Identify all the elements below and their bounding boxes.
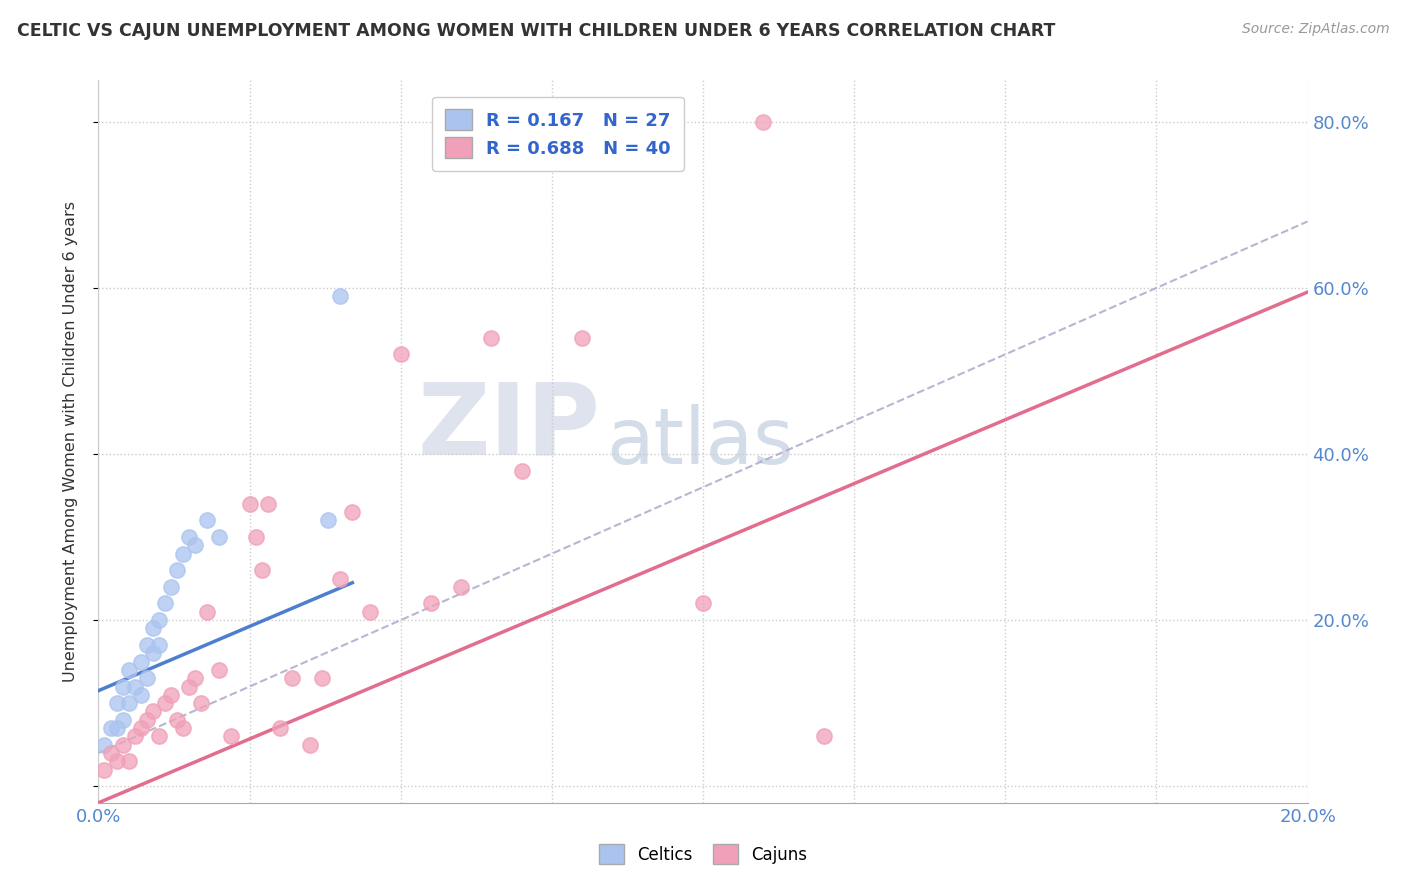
Point: [481, 331, 503, 345]
Point: [105, 721, 128, 735]
Point: [160, 688, 183, 702]
Point: [148, 638, 170, 652]
Point: [245, 530, 267, 544]
Point: [195, 605, 218, 619]
Point: [329, 289, 352, 303]
Point: [166, 563, 188, 577]
Point: [179, 530, 201, 544]
Point: [752, 115, 775, 129]
Point: [166, 713, 188, 727]
Point: [316, 513, 339, 527]
Point: [179, 680, 201, 694]
Point: [124, 730, 146, 744]
Point: [389, 347, 412, 361]
Text: ZIP: ZIP: [418, 378, 600, 475]
Point: [142, 646, 165, 660]
Point: [299, 738, 322, 752]
Point: [118, 696, 141, 710]
Point: [142, 705, 165, 719]
Point: [111, 680, 134, 694]
Point: [311, 671, 333, 685]
Text: Source: ZipAtlas.com: Source: ZipAtlas.com: [1241, 22, 1389, 37]
Point: [256, 497, 278, 511]
Point: [111, 738, 134, 752]
Text: atlas: atlas: [606, 403, 794, 480]
Point: [221, 730, 243, 744]
Y-axis label: Unemployment Among Women with Children Under 6 years: Unemployment Among Women with Children U…: [63, 201, 77, 682]
Point: [129, 721, 152, 735]
Point: [148, 730, 170, 744]
Point: [148, 613, 170, 627]
Text: CELTIC VS CAJUN UNEMPLOYMENT AMONG WOMEN WITH CHILDREN UNDER 6 YEARS CORRELATION: CELTIC VS CAJUN UNEMPLOYMENT AMONG WOMEN…: [17, 22, 1056, 40]
Point: [135, 713, 157, 727]
Point: [160, 580, 183, 594]
Point: [93, 738, 115, 752]
Point: [118, 754, 141, 768]
Point: [93, 763, 115, 777]
Point: [360, 605, 382, 619]
Point: [118, 663, 141, 677]
Point: [571, 331, 593, 345]
Legend: R = 0.167   N = 27, R = 0.688   N = 40: R = 0.167 N = 27, R = 0.688 N = 40: [432, 96, 683, 170]
Point: [281, 671, 304, 685]
Point: [129, 655, 152, 669]
Point: [450, 580, 472, 594]
Point: [135, 671, 157, 685]
Point: [124, 680, 146, 694]
Point: [208, 663, 231, 677]
Point: [153, 597, 176, 611]
Point: [153, 696, 176, 710]
Point: [692, 597, 714, 611]
Point: [269, 721, 291, 735]
Point: [105, 754, 128, 768]
Point: [172, 547, 194, 561]
Point: [208, 530, 231, 544]
Point: [813, 730, 835, 744]
Point: [184, 538, 207, 552]
Point: [250, 563, 273, 577]
Point: [184, 671, 207, 685]
Point: [420, 597, 443, 611]
Point: [329, 572, 352, 586]
Point: [100, 721, 122, 735]
Point: [195, 513, 218, 527]
Point: [129, 688, 152, 702]
Point: [190, 696, 212, 710]
Point: [510, 464, 533, 478]
Point: [100, 746, 122, 760]
Point: [135, 638, 157, 652]
Point: [111, 713, 134, 727]
Point: [105, 696, 128, 710]
Point: [342, 505, 364, 519]
Point: [142, 621, 165, 635]
Point: [172, 721, 194, 735]
Legend: Celtics, Cajuns: Celtics, Cajuns: [592, 838, 814, 871]
Point: [239, 497, 262, 511]
